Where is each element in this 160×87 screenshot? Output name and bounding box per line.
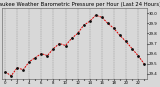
Title: Milwaukee Weather Barometric Pressure per Hour (Last 24 Hours): Milwaukee Weather Barometric Pressure pe… <box>0 2 160 7</box>
